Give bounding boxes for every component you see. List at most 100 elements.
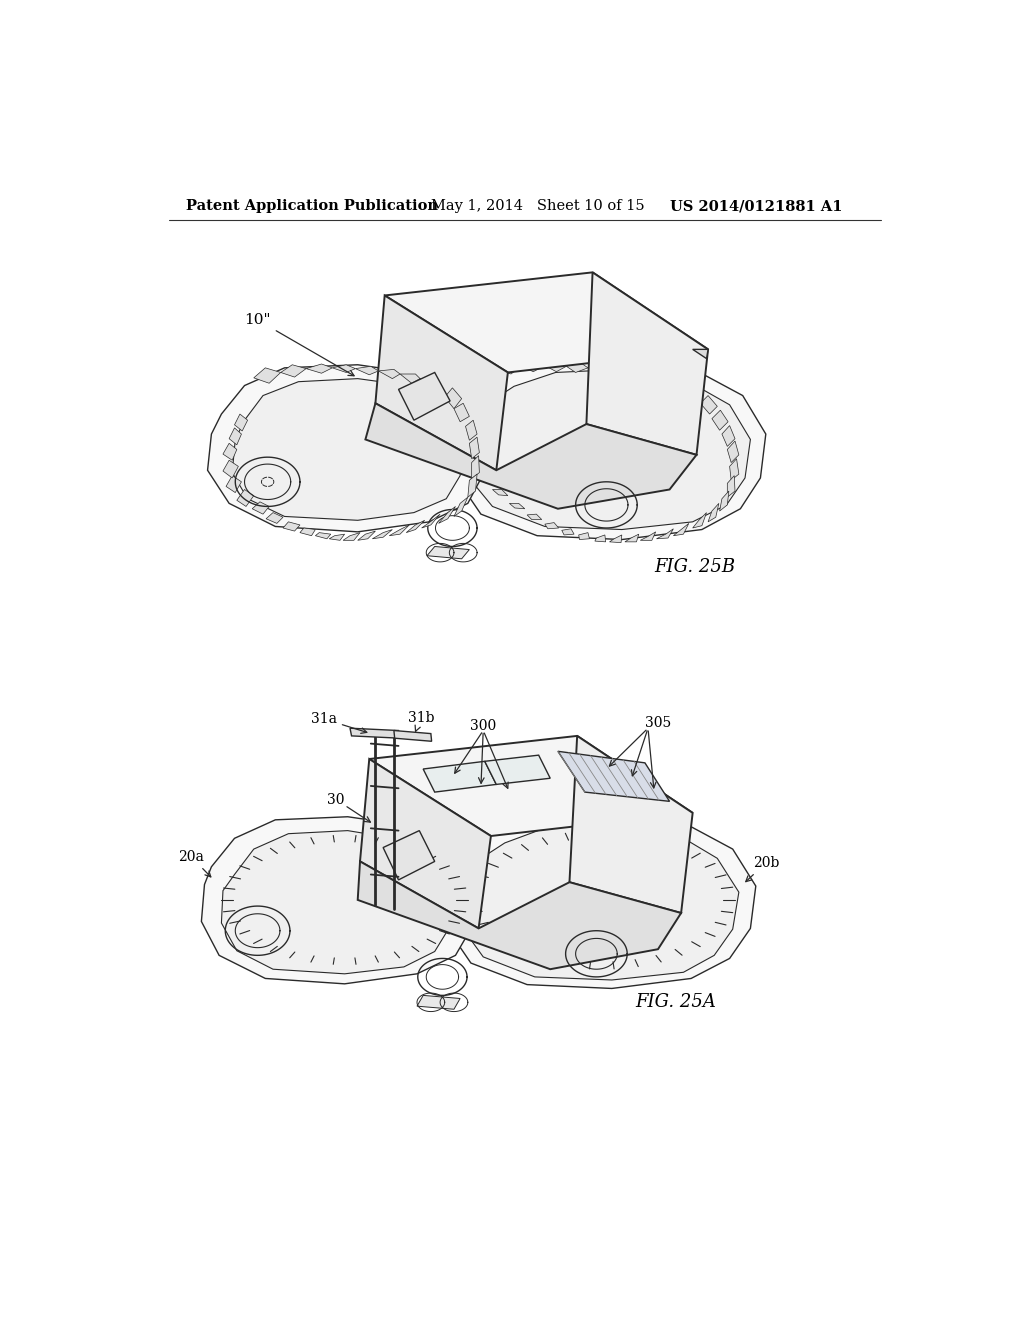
Polygon shape: [383, 830, 435, 880]
Text: Patent Application Publication: Patent Application Publication: [186, 199, 438, 213]
Polygon shape: [566, 363, 588, 372]
Polygon shape: [407, 520, 425, 533]
Text: 305: 305: [645, 715, 671, 730]
Polygon shape: [398, 372, 451, 420]
Polygon shape: [360, 759, 490, 928]
Polygon shape: [300, 528, 315, 536]
Polygon shape: [306, 364, 333, 374]
Text: 300: 300: [470, 719, 497, 733]
Polygon shape: [385, 272, 708, 372]
Polygon shape: [234, 414, 248, 430]
Polygon shape: [357, 862, 681, 969]
Polygon shape: [420, 379, 437, 388]
Polygon shape: [254, 368, 281, 383]
Text: May 1, 2014   Sheet 10 of 15: May 1, 2014 Sheet 10 of 15: [431, 199, 644, 213]
Polygon shape: [357, 531, 376, 540]
Polygon shape: [389, 525, 410, 536]
Polygon shape: [527, 515, 542, 520]
Polygon shape: [232, 379, 463, 520]
Polygon shape: [674, 524, 689, 536]
Polygon shape: [727, 475, 735, 498]
Polygon shape: [562, 529, 574, 535]
Polygon shape: [237, 490, 254, 507]
Text: FIG. 25B: FIG. 25B: [654, 557, 735, 576]
Polygon shape: [438, 507, 456, 524]
Text: 31a: 31a: [311, 711, 367, 734]
Polygon shape: [493, 490, 508, 496]
Polygon shape: [283, 521, 300, 531]
Polygon shape: [640, 532, 655, 540]
Polygon shape: [509, 503, 524, 508]
Polygon shape: [579, 533, 590, 540]
Polygon shape: [355, 367, 379, 375]
Polygon shape: [569, 737, 692, 913]
Polygon shape: [595, 535, 605, 543]
Polygon shape: [692, 512, 707, 528]
Polygon shape: [427, 546, 469, 558]
Polygon shape: [692, 350, 708, 359]
Polygon shape: [423, 762, 497, 792]
Polygon shape: [628, 371, 645, 381]
Polygon shape: [468, 474, 477, 498]
Polygon shape: [466, 420, 477, 441]
Polygon shape: [333, 364, 355, 372]
Polygon shape: [656, 529, 674, 539]
Polygon shape: [730, 459, 739, 480]
Polygon shape: [545, 523, 559, 529]
Polygon shape: [456, 358, 766, 540]
Polygon shape: [625, 535, 639, 543]
Polygon shape: [281, 364, 306, 378]
Polygon shape: [379, 370, 400, 379]
Polygon shape: [315, 533, 331, 539]
Text: 20b: 20b: [745, 855, 779, 882]
Polygon shape: [727, 441, 739, 462]
Text: 20a: 20a: [178, 850, 211, 876]
Polygon shape: [252, 502, 269, 515]
Polygon shape: [700, 396, 717, 414]
Text: 30: 30: [327, 793, 344, 807]
Polygon shape: [521, 360, 545, 372]
Polygon shape: [221, 830, 453, 974]
Polygon shape: [662, 381, 677, 391]
Polygon shape: [446, 810, 756, 989]
Polygon shape: [469, 370, 751, 529]
Text: FIG. 25A: FIG. 25A: [635, 993, 716, 1011]
Text: 10": 10": [245, 313, 354, 376]
Polygon shape: [720, 491, 729, 511]
Polygon shape: [712, 411, 728, 430]
Polygon shape: [208, 364, 486, 532]
Polygon shape: [417, 995, 460, 1010]
Polygon shape: [223, 444, 237, 461]
Polygon shape: [394, 730, 432, 742]
Polygon shape: [444, 388, 462, 409]
Polygon shape: [422, 515, 440, 528]
Polygon shape: [343, 533, 360, 540]
Polygon shape: [588, 364, 608, 375]
Polygon shape: [376, 296, 508, 470]
Polygon shape: [400, 374, 420, 383]
Polygon shape: [370, 737, 692, 836]
Polygon shape: [462, 822, 739, 979]
Polygon shape: [373, 529, 392, 539]
Polygon shape: [558, 751, 670, 801]
Polygon shape: [226, 475, 242, 492]
Polygon shape: [350, 729, 400, 738]
Polygon shape: [223, 461, 239, 478]
Polygon shape: [266, 512, 283, 524]
Text: US 2014/0121881 A1: US 2014/0121881 A1: [670, 199, 842, 213]
Polygon shape: [499, 362, 521, 374]
Polygon shape: [677, 389, 690, 399]
Polygon shape: [608, 368, 628, 378]
Polygon shape: [587, 272, 708, 455]
Polygon shape: [645, 376, 662, 385]
Polygon shape: [722, 425, 735, 446]
Polygon shape: [229, 428, 242, 445]
Polygon shape: [454, 498, 468, 516]
Polygon shape: [484, 755, 550, 784]
Polygon shape: [609, 535, 622, 543]
Polygon shape: [366, 404, 696, 508]
Polygon shape: [202, 817, 475, 983]
Text: 31b: 31b: [408, 711, 434, 731]
Polygon shape: [330, 535, 345, 540]
Polygon shape: [545, 362, 566, 372]
